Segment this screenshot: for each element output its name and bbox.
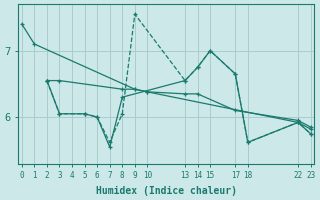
X-axis label: Humidex (Indice chaleur): Humidex (Indice chaleur) <box>96 186 237 196</box>
